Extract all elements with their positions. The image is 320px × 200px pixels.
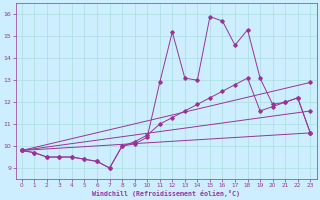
- X-axis label: Windchill (Refroidissement éolien,°C): Windchill (Refroidissement éolien,°C): [92, 190, 240, 197]
